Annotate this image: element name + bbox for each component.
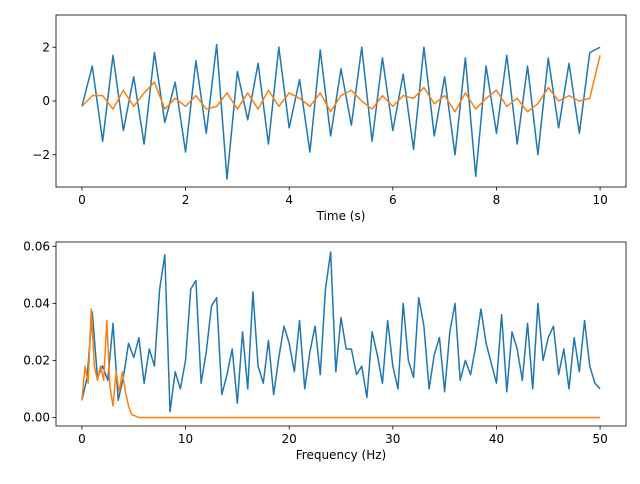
axes-frame-freq [55, 241, 627, 427]
x-tick-label-freq-5: 50 [592, 432, 607, 446]
x-tick-label-time-5: 10 [592, 193, 607, 207]
axes-time: 0 2 4 6 8 10 −2 0 2 Time (s) [32, 14, 627, 223]
series-line-time-0 [81, 43, 601, 180]
y-tick-label-time-2: 2 [42, 40, 50, 54]
y-tick-label-time-1: 0 [42, 94, 50, 108]
x-tick-label-time-0: 0 [78, 193, 86, 207]
x-tick-label-time-1: 2 [182, 193, 190, 207]
y-tick-label-time-0: −2 [32, 148, 50, 162]
y-tick-label-freq-3: 0.06 [23, 239, 50, 253]
x-tick-label-freq-3: 30 [385, 432, 400, 446]
series-line-freq-1 [81, 308, 601, 419]
axes-freq: 0 10 20 30 40 50 0.00 0.02 0.04 0.06 Frequency (Hz… [23, 239, 627, 462]
x-tick-label-time-2: 4 [285, 193, 293, 207]
x-axis-label-freq: Frequency (Hz) [296, 448, 387, 462]
x-tick-label-freq-1: 10 [178, 432, 193, 446]
series-line-freq-0 [81, 251, 601, 413]
x-tick-label-freq-2: 20 [282, 432, 297, 446]
y-tick-label-freq-1: 0.02 [23, 353, 50, 367]
x-tick-label-freq-4: 40 [489, 432, 504, 446]
x-tick-label-time-4: 8 [493, 193, 501, 207]
y-tick-label-freq-2: 0.04 [23, 296, 50, 310]
x-tick-label-time-3: 6 [389, 193, 397, 207]
y-tick-label-freq-0: 0.00 [23, 410, 50, 424]
series-line-time-1 [81, 55, 601, 113]
x-axis-label-time: Time (s) [316, 209, 366, 223]
x-tick-label-freq-0: 0 [78, 432, 86, 446]
